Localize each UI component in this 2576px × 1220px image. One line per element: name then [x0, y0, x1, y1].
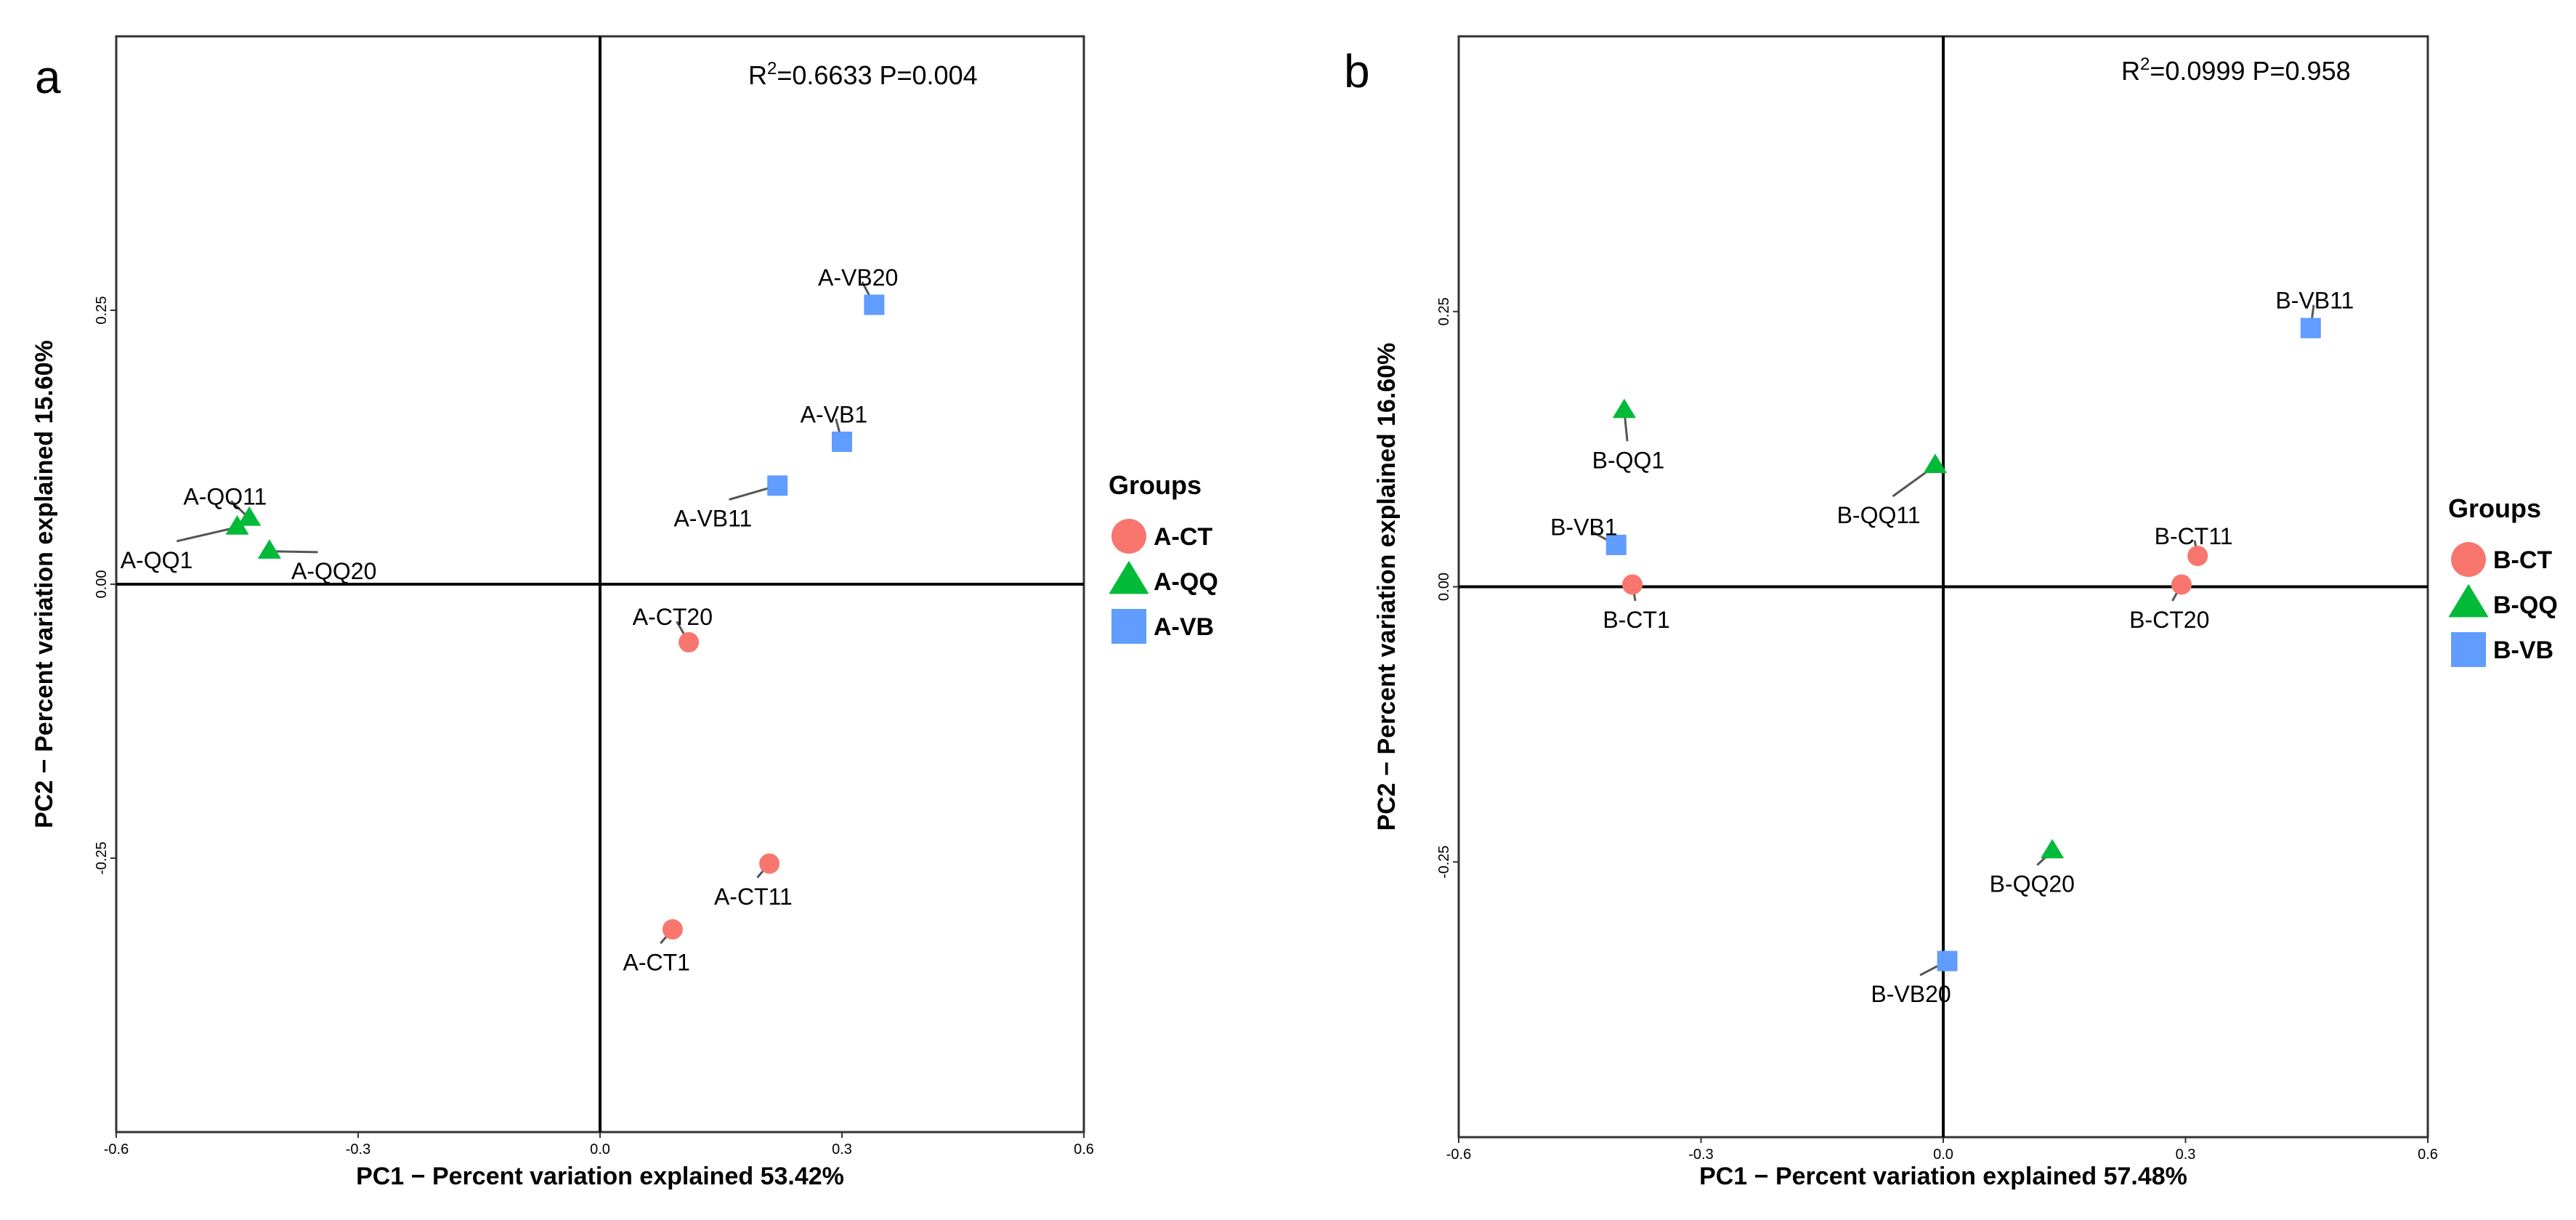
data-point	[2040, 839, 2065, 859]
data-point	[767, 475, 788, 496]
legend: Groups B-CT B-QQ B-VB	[2448, 493, 2558, 667]
x-tick-label: 0.0	[1933, 1147, 1953, 1163]
legend-label: A-QQ	[1154, 568, 1218, 596]
panel-a: a R2=0.6633 P=0.004 -0.6 -0.3 0.0 0.3 0.6 -0.25…	[31, 35, 1218, 1190]
data-point	[238, 506, 262, 526]
legend: Groups A-CT A-QQ A-VB	[1109, 470, 1218, 644]
panel-letter: a	[35, 51, 61, 103]
x-tick-label: 0.6	[1074, 1142, 1094, 1158]
point-label: B-VB11	[2275, 288, 2354, 314]
legend-marker	[1109, 560, 1149, 594]
point-label: B-CT1	[1603, 607, 1669, 633]
legend-label: B-QQ	[2493, 591, 2558, 619]
panel-b: b R2=0.0999 P=0.958 -0.6 -0.3 0.0 0.3 0.6 -0.25…	[1344, 35, 2558, 1190]
data-point	[759, 853, 780, 874]
data-point	[1605, 534, 1627, 555]
point-label: A-QQ11	[183, 483, 267, 509]
legend-title: Groups	[1109, 470, 1202, 500]
legend-title: Groups	[2448, 493, 2541, 523]
point-label: B-CT11	[2155, 523, 2233, 549]
x-tick-label: 0.0	[590, 1142, 610, 1158]
point-label: B-QQ1	[1592, 447, 1665, 473]
data-point	[257, 539, 281, 559]
stat-annotation: R2=0.0999 P=0.958	[2121, 54, 2351, 86]
leader-line	[176, 526, 238, 543]
legend-marker	[2448, 583, 2489, 618]
point-label: A-CT20	[633, 604, 713, 630]
y-tick-label: 0.25	[94, 296, 110, 325]
y-axis-title: PC2 − Percent variation explained 15.60%	[31, 340, 58, 828]
point-label: A-CT11	[714, 884, 793, 910]
x-tick-label: 0.6	[2418, 1147, 2438, 1163]
y-tick-label: 0.00	[94, 570, 110, 599]
x-tick-label: 0.3	[2176, 1147, 2196, 1163]
point-label: A-VB20	[818, 264, 898, 291]
x-axis-title: PC1 − Percent variation explained 57.48%	[1699, 1163, 2187, 1190]
panel-letter: b	[1344, 45, 1370, 97]
x-tick-label: -0.6	[104, 1142, 129, 1158]
data-point	[679, 631, 700, 653]
point-label: A-QQ1	[121, 547, 193, 573]
point-label: B-QQ11	[1837, 502, 1921, 528]
legend-marker	[2451, 542, 2486, 577]
legend-marker	[2451, 632, 2486, 667]
data-point	[2187, 546, 2208, 567]
legend-marker	[1111, 609, 1146, 644]
legend-label: B-CT	[2493, 546, 2552, 574]
data-point	[662, 919, 683, 940]
x-tick-label: 0.3	[832, 1142, 852, 1158]
point-label: B-CT20	[2129, 607, 2209, 633]
point-label: A-CT1	[623, 949, 689, 975]
point-label: A-QQ20	[291, 558, 376, 584]
x-tick-label: -0.3	[1688, 1147, 1713, 1163]
data-point	[2300, 318, 2321, 339]
y-tick-label: -0.25	[1436, 845, 1452, 878]
point-label: B-QQ20	[1990, 871, 2075, 897]
y-tick-label: 0.00	[1436, 573, 1452, 601]
data-point	[1937, 950, 1958, 971]
point-label: B-VB20	[1871, 981, 1951, 1007]
x-axis-title: PC1 − Percent variation explained 53.42%	[356, 1163, 844, 1190]
data-point	[1612, 398, 1636, 419]
y-axis-title: PC2 − Percent variation explained 16.60%	[1373, 343, 1401, 831]
data-point	[1622, 574, 1643, 595]
x-tick-label: -0.3	[346, 1142, 370, 1158]
point-label: A-VB1	[801, 401, 867, 427]
legend-label: A-CT	[1154, 523, 1212, 551]
stat-annotation: R2=0.6633 P=0.004	[748, 59, 978, 90]
data-point	[2171, 574, 2192, 595]
data-point	[864, 294, 885, 315]
data-point	[225, 515, 249, 535]
legend-label: A-VB	[1154, 613, 1214, 641]
x-tick-label: -0.6	[1446, 1147, 1471, 1163]
legend-marker	[1111, 519, 1146, 554]
point-label: B-VB1	[1550, 514, 1617, 541]
point-label: A-VB11	[673, 506, 752, 532]
y-tick-label: -0.25	[94, 841, 110, 875]
legend-label: B-VB	[2493, 637, 2553, 664]
data-point	[1923, 453, 1947, 473]
y-tick-label: 0.25	[1436, 297, 1452, 326]
data-point	[832, 431, 852, 452]
